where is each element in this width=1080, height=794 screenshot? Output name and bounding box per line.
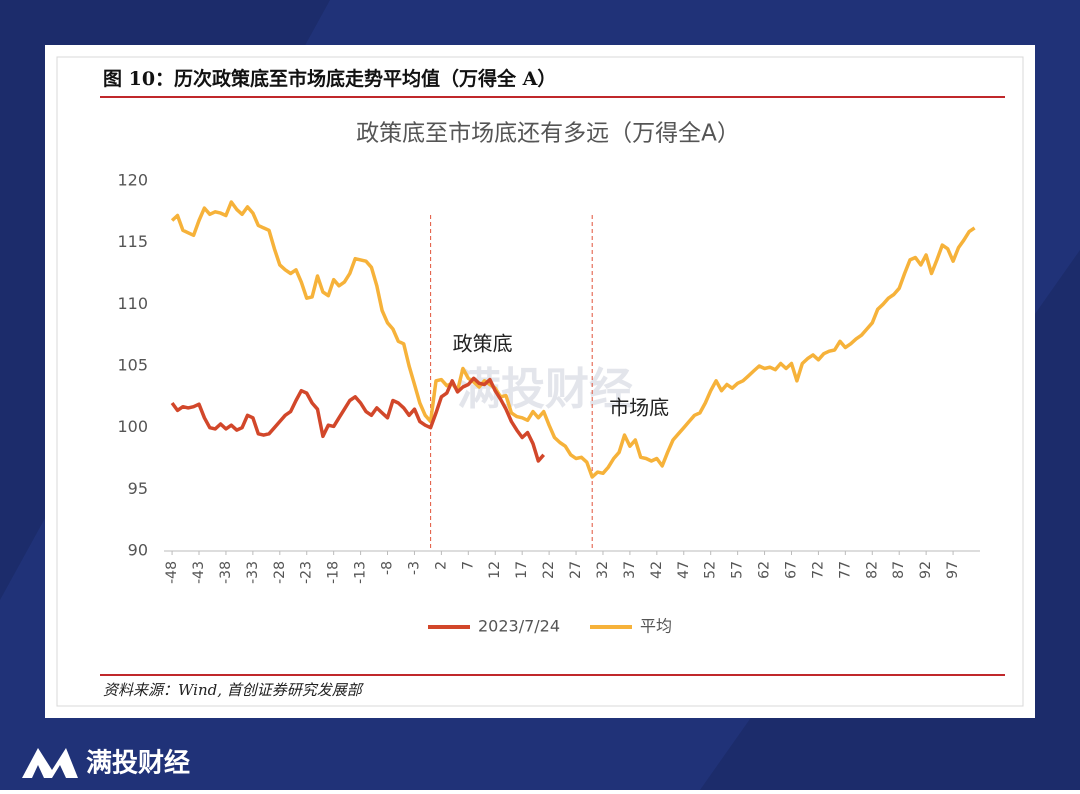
- x-tick-label: -23: [299, 561, 315, 584]
- x-tick-label: 62: [757, 561, 773, 579]
- x-tick-label: 17: [514, 561, 530, 579]
- x-tick-label: -28: [272, 561, 288, 584]
- legend-label: 2023/7/24: [478, 617, 560, 636]
- x-tick-label: 57: [730, 561, 746, 579]
- x-tick-label: 82: [864, 561, 880, 579]
- x-tick-label: 22: [541, 561, 557, 579]
- chart-title: 政策底至市场底还有多远（万得全A）: [356, 121, 740, 147]
- x-tick-label: -8: [380, 561, 396, 575]
- y-tick-label: 120: [117, 171, 148, 190]
- legend-label: 平均: [640, 617, 672, 636]
- x-tick-label: 52: [703, 561, 719, 579]
- y-tick-label: 95: [128, 479, 148, 498]
- x-tick-label: 92: [918, 561, 934, 579]
- y-tick-label: 90: [128, 541, 148, 560]
- x-tick-label: -48: [164, 561, 180, 584]
- x-tick-label: 67: [783, 561, 799, 579]
- x-tick-label: 87: [891, 561, 907, 579]
- y-tick-label: 100: [117, 417, 148, 436]
- x-tick-label: 27: [568, 561, 584, 579]
- x-tick-label: 37: [622, 561, 638, 579]
- data-line: [170, 200, 976, 479]
- x-tick-label: 7: [460, 561, 476, 570]
- caption: 图 10：历次政策底至市场底走势平均值（万得全 A）: [103, 67, 556, 90]
- annotation: 市场底: [609, 396, 669, 420]
- x-tick-label: 42: [649, 561, 665, 579]
- y-tick-label: 105: [117, 356, 148, 375]
- x-tick-label: 72: [810, 561, 826, 579]
- x-tick-label: 77: [837, 561, 853, 579]
- x-tick-label: -38: [218, 561, 234, 584]
- annotation: 政策底: [453, 332, 513, 356]
- x-tick-label: -18: [326, 561, 342, 584]
- card-frame: [56, 56, 1024, 707]
- card: [45, 45, 1035, 718]
- y-tick-label: 110: [117, 294, 148, 313]
- x-tick-label: -43: [191, 561, 207, 584]
- x-tick-label: 2: [433, 561, 449, 570]
- x-tick-label: -33: [245, 561, 261, 584]
- x-tick-label: 97: [945, 561, 961, 579]
- logo-text: 满投财经: [86, 748, 190, 779]
- watermark: 满投财经: [457, 364, 633, 415]
- x-tick-label: 47: [676, 561, 692, 579]
- data-line: [170, 376, 546, 463]
- logo-icon: [22, 748, 78, 778]
- x-tick-label: -3: [406, 561, 422, 575]
- logo-shape: [22, 748, 78, 778]
- x-tick-label: 32: [595, 561, 611, 579]
- y-tick-label: 115: [117, 232, 148, 251]
- x-tick-label: -13: [353, 561, 369, 584]
- x-tick-label: 12: [487, 561, 503, 579]
- source: 资料来源：Wind, 首创证券研究发展部: [103, 681, 365, 699]
